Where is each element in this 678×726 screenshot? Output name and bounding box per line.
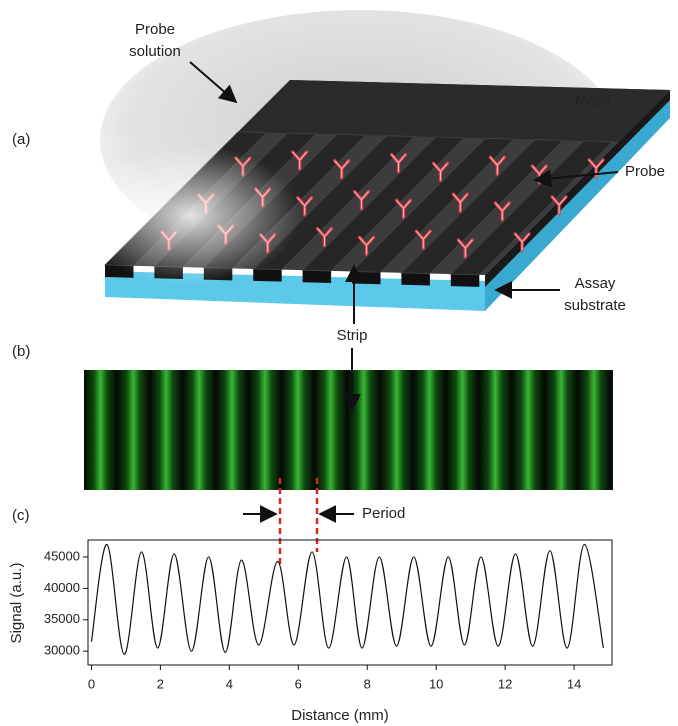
label: Assay bbox=[575, 275, 616, 292]
y-tick-label: 30000 bbox=[44, 643, 80, 658]
panel-label: (a) bbox=[12, 131, 30, 148]
y-tick-label: 40000 bbox=[44, 580, 80, 595]
x-tick-label: 6 bbox=[295, 676, 302, 691]
figure: (a) (b) (c) Probe solution Mask Probe As… bbox=[0, 0, 678, 726]
x-tick-label: 0 bbox=[88, 676, 95, 691]
label: solution bbox=[129, 43, 181, 60]
y-tick-label: 35000 bbox=[44, 611, 80, 626]
x-tick-label: 14 bbox=[567, 676, 581, 691]
fluorescence-image bbox=[84, 370, 613, 490]
y-axis-title: Signal (a.u.) bbox=[8, 563, 25, 644]
x-tick-label: 8 bbox=[364, 676, 371, 691]
label: Period bbox=[362, 505, 405, 522]
panel-label: (b) bbox=[12, 343, 30, 360]
strip-front bbox=[352, 272, 381, 285]
strip-front bbox=[451, 274, 480, 287]
label: Probe bbox=[625, 163, 665, 180]
y-tick-label: 45000 bbox=[44, 548, 80, 563]
x-tick-label: 10 bbox=[429, 676, 443, 691]
mask-back bbox=[238, 80, 670, 142]
x-axis-title: Distance (mm) bbox=[291, 707, 389, 724]
x-tick-label: 12 bbox=[498, 676, 512, 691]
x-tick-label: 2 bbox=[157, 676, 164, 691]
strip-front bbox=[253, 269, 282, 282]
label: substrate bbox=[564, 297, 626, 314]
chart: Distance (mm) Signal (a.u.) 0 2 4 6 8 10 12 14 3… bbox=[8, 540, 612, 724]
strip-front bbox=[303, 270, 332, 283]
label: Strip bbox=[337, 327, 368, 344]
label: Probe bbox=[135, 21, 175, 38]
signal-line bbox=[91, 544, 603, 654]
label: Mask bbox=[575, 92, 611, 109]
panel-label: (c) bbox=[12, 507, 30, 524]
strip-front bbox=[401, 273, 430, 286]
x-tick-label: 4 bbox=[226, 676, 233, 691]
haze bbox=[80, 145, 300, 285]
